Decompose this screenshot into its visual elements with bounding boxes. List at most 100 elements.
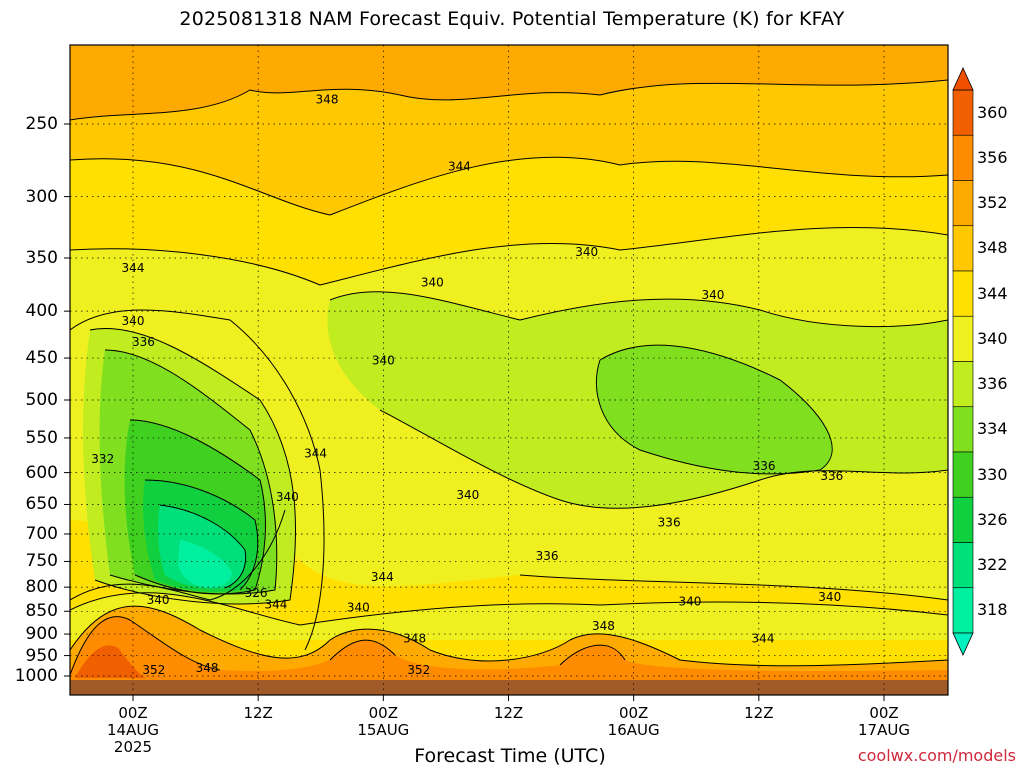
colorbar-segment — [952, 587, 974, 634]
contour-label: 336 — [820, 469, 843, 483]
contour-label: 344 — [122, 261, 145, 275]
contour-label: 340 — [679, 594, 702, 608]
y-tick-label: 1000 — [14, 666, 58, 686]
colorbar-tick-label: 318 — [977, 600, 1008, 620]
contour-line — [559, 644, 626, 666]
contour-label: 340 — [347, 601, 370, 615]
contour-fill-region — [70, 606, 948, 680]
y-tick-label: 850 — [25, 601, 58, 622]
y-tick-label: 300 — [25, 186, 58, 207]
contour-line — [89, 328, 297, 605]
colorbar-tick-label: 348 — [977, 238, 1008, 258]
contour-label: 326 — [245, 586, 268, 600]
contour-label: 348 — [196, 661, 219, 675]
contour-line — [144, 479, 259, 591]
colorbar-max-arrow — [952, 67, 974, 91]
colorbar-segment — [952, 134, 974, 181]
contour-label: 344 — [304, 447, 327, 461]
contour-fill-region — [596, 345, 833, 474]
y-tick-label: 700 — [25, 523, 58, 544]
colorbar-segment — [952, 180, 974, 227]
contour-label: 340 — [147, 593, 170, 607]
contour-label: 352 — [142, 663, 165, 677]
contour-line — [70, 226, 948, 286]
colorbar-tick-label: 352 — [977, 193, 1008, 213]
colorbar-tick-label: 334 — [977, 419, 1008, 439]
contour-label: 340 — [372, 354, 395, 368]
colorbar-min-arrow — [952, 632, 974, 656]
colorbar-segment — [952, 451, 974, 498]
x-axis-label: Forecast Time (UTC) — [414, 745, 606, 767]
colorbar-segment — [952, 361, 974, 408]
contour-label: 344 — [371, 570, 394, 584]
contour-label: 336 — [753, 459, 776, 473]
ground-strip — [70, 680, 948, 695]
y-tick-label: 450 — [25, 348, 58, 369]
colorbar-tick-label: 344 — [977, 283, 1008, 303]
y-tick-label: 900 — [25, 624, 58, 645]
y-tick-label: 400 — [25, 301, 58, 322]
contour-fill-region — [75, 645, 145, 678]
contour-fill-region — [70, 616, 948, 680]
contour-line — [519, 574, 948, 601]
x-tick-label: 12Z — [243, 704, 273, 722]
x-tick-label: 00Z 16AUG — [607, 704, 660, 739]
y-tick-label: 750 — [25, 551, 58, 572]
x-tick-label: 00Z 15AUG — [357, 704, 410, 739]
contour-label: 336 — [536, 549, 559, 563]
contour-fill-region — [70, 45, 948, 120]
contour-label: 340 — [122, 314, 145, 328]
y-tick-label: 250 — [25, 114, 58, 134]
contour-label: 352 — [407, 663, 430, 677]
contour-line — [70, 509, 286, 601]
colorbar-tick-label: 336 — [977, 374, 1008, 394]
contour-line — [595, 344, 833, 475]
contour-label: 340 — [421, 275, 444, 289]
contour-line — [329, 639, 396, 661]
contour-line — [70, 156, 948, 216]
colorbar-tick-label: 356 — [977, 147, 1008, 167]
contour-label: 336 — [132, 335, 155, 349]
colorbar-tick-label: 360 — [977, 102, 1008, 122]
x-tick-label: 12Z — [744, 704, 774, 722]
contour-line — [70, 605, 948, 667]
colorbar-segment — [952, 315, 974, 362]
contour-line — [70, 616, 221, 676]
y-tick-label: 350 — [25, 247, 58, 268]
y-tick-label: 500 — [25, 390, 58, 410]
colorbar-tick-label: 322 — [977, 555, 1008, 575]
colorbar-segment — [952, 225, 974, 272]
colorbar-segment — [952, 496, 974, 543]
colorbar-tick-label: 326 — [977, 509, 1008, 529]
contour-line — [70, 592, 948, 626]
contour-line — [329, 291, 948, 328]
y-tick-label: 950 — [25, 645, 58, 666]
y-tick-label: 600 — [25, 462, 58, 483]
contour-label: 340 — [456, 488, 479, 502]
x-tick-label: 00Z 14AUG 2025 — [107, 704, 159, 756]
contour-fill-region — [70, 592, 948, 640]
contour-label: 348 — [316, 92, 339, 106]
contour-label: 344 — [752, 631, 775, 645]
contour-line — [70, 79, 948, 121]
contour-fill-region — [178, 540, 232, 588]
x-tick-label: 00Z 17AUG — [858, 704, 910, 739]
contour-label: 344 — [264, 598, 287, 612]
colorbar-segment — [952, 406, 974, 453]
contour-label: 348 — [403, 631, 426, 645]
contour-label: 340 — [818, 590, 841, 604]
y-tick-label: 650 — [25, 494, 58, 515]
colorbar-segment — [952, 542, 974, 589]
contour-label: 348 — [592, 619, 615, 633]
contour-line — [70, 309, 325, 651]
colorbar-tick-label: 330 — [977, 464, 1008, 484]
colorbar-segment — [952, 270, 974, 317]
contour-line — [379, 409, 948, 509]
colorbar-segment — [952, 89, 974, 136]
contour-label: 340 — [276, 490, 299, 504]
y-tick-label: 800 — [25, 577, 58, 598]
contour-label: 340 — [701, 288, 724, 302]
contour-label: 344 — [448, 159, 471, 173]
